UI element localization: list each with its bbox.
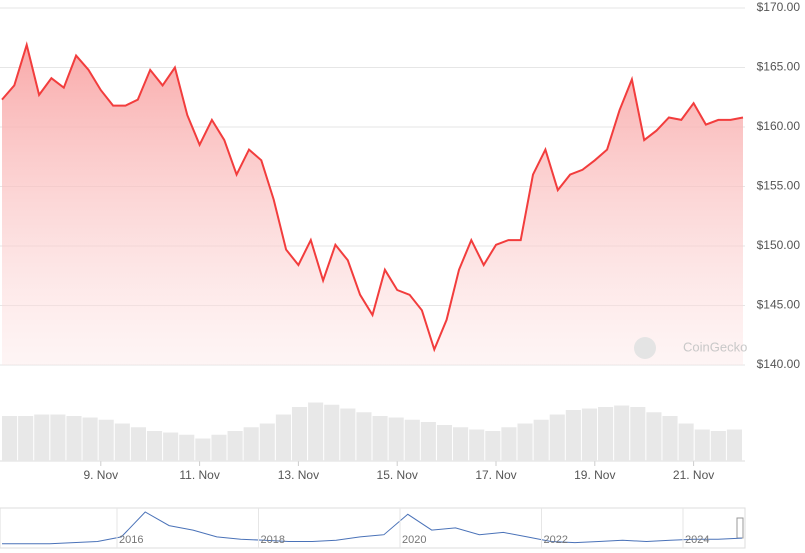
x-tick-label: 11. Nov [179, 468, 219, 482]
volume-bar [420, 422, 436, 461]
volume-bar [291, 407, 308, 461]
navigator-handle[interactable] [736, 517, 744, 539]
volume-bar [404, 419, 420, 461]
volume-bar [549, 414, 565, 461]
volume-bar [324, 404, 340, 461]
navigator-line [2, 511, 743, 545]
volume-bar [436, 425, 453, 461]
volume-bar [114, 423, 130, 461]
navigator-label: 2020 [402, 534, 426, 546]
volume-bar [130, 427, 146, 461]
y-tick-label: $145.00 [757, 298, 801, 312]
volume-bar [614, 405, 630, 461]
volume-bar [163, 432, 179, 461]
navigator-label: 2022 [544, 534, 568, 546]
volume-bar [211, 434, 227, 461]
volume-bar [453, 427, 469, 461]
volume-bar [66, 416, 82, 461]
volume-bar [356, 412, 372, 461]
navigator-label: 2018 [261, 534, 285, 546]
volume-bar [485, 431, 501, 461]
volume-bar [50, 414, 66, 461]
navigator-label: 2016 [119, 534, 143, 546]
volume-bar [662, 416, 678, 461]
volume-bar [34, 414, 50, 461]
volume-bar [372, 416, 388, 461]
volume-bar [726, 429, 742, 461]
volume-bar [388, 417, 404, 461]
x-tick-label: 19. Nov [574, 468, 615, 482]
volume-bar [646, 412, 662, 461]
volume-bar [98, 419, 114, 461]
volume-bar [340, 408, 356, 461]
x-tick-label: 17. Nov [475, 468, 516, 482]
y-tick-label: $165.00 [757, 60, 801, 74]
volume-bar [195, 438, 211, 461]
volume-bar [82, 417, 98, 461]
navigator-label: 2024 [685, 534, 709, 546]
volume-bar [259, 423, 275, 461]
volume-bar [501, 427, 517, 461]
y-tick-label: $155.00 [757, 179, 801, 193]
x-tick-label: 9. Nov [83, 468, 118, 482]
volume-bar [710, 431, 726, 461]
watermark-logo [634, 337, 656, 359]
volume-bar [243, 427, 259, 461]
y-tick-label: $140.00 [757, 357, 801, 371]
volume-bar [630, 407, 646, 461]
price-line [1, 41, 744, 353]
volume-bar [581, 408, 598, 461]
x-tick-label: 13. Nov [278, 468, 319, 482]
volume-bar [179, 434, 195, 461]
x-tick-label: 15. Nov [377, 468, 418, 482]
watermark: CoinGecko [683, 339, 747, 354]
y-tick-label: $150.00 [757, 238, 801, 252]
volume-bar [275, 414, 291, 461]
volume-bar [469, 429, 485, 461]
volume-bar [565, 410, 581, 461]
volume-bar [227, 431, 243, 461]
volume-bar [678, 423, 694, 461]
volume-bar [598, 407, 614, 461]
price-area [2, 44, 743, 366]
y-tick-label: $170.00 [757, 0, 801, 14]
y-tick-label: $160.00 [757, 119, 801, 133]
volume-bar [517, 423, 533, 461]
x-tick-label: 21. Nov [673, 468, 714, 482]
navigator-frame [0, 507, 746, 549]
volume-bar [308, 402, 324, 461]
volume-bar [533, 419, 549, 461]
volume-bar [2, 416, 18, 461]
volume-bar [18, 416, 34, 461]
volume-bar [694, 429, 710, 461]
volume-bar [146, 431, 163, 461]
